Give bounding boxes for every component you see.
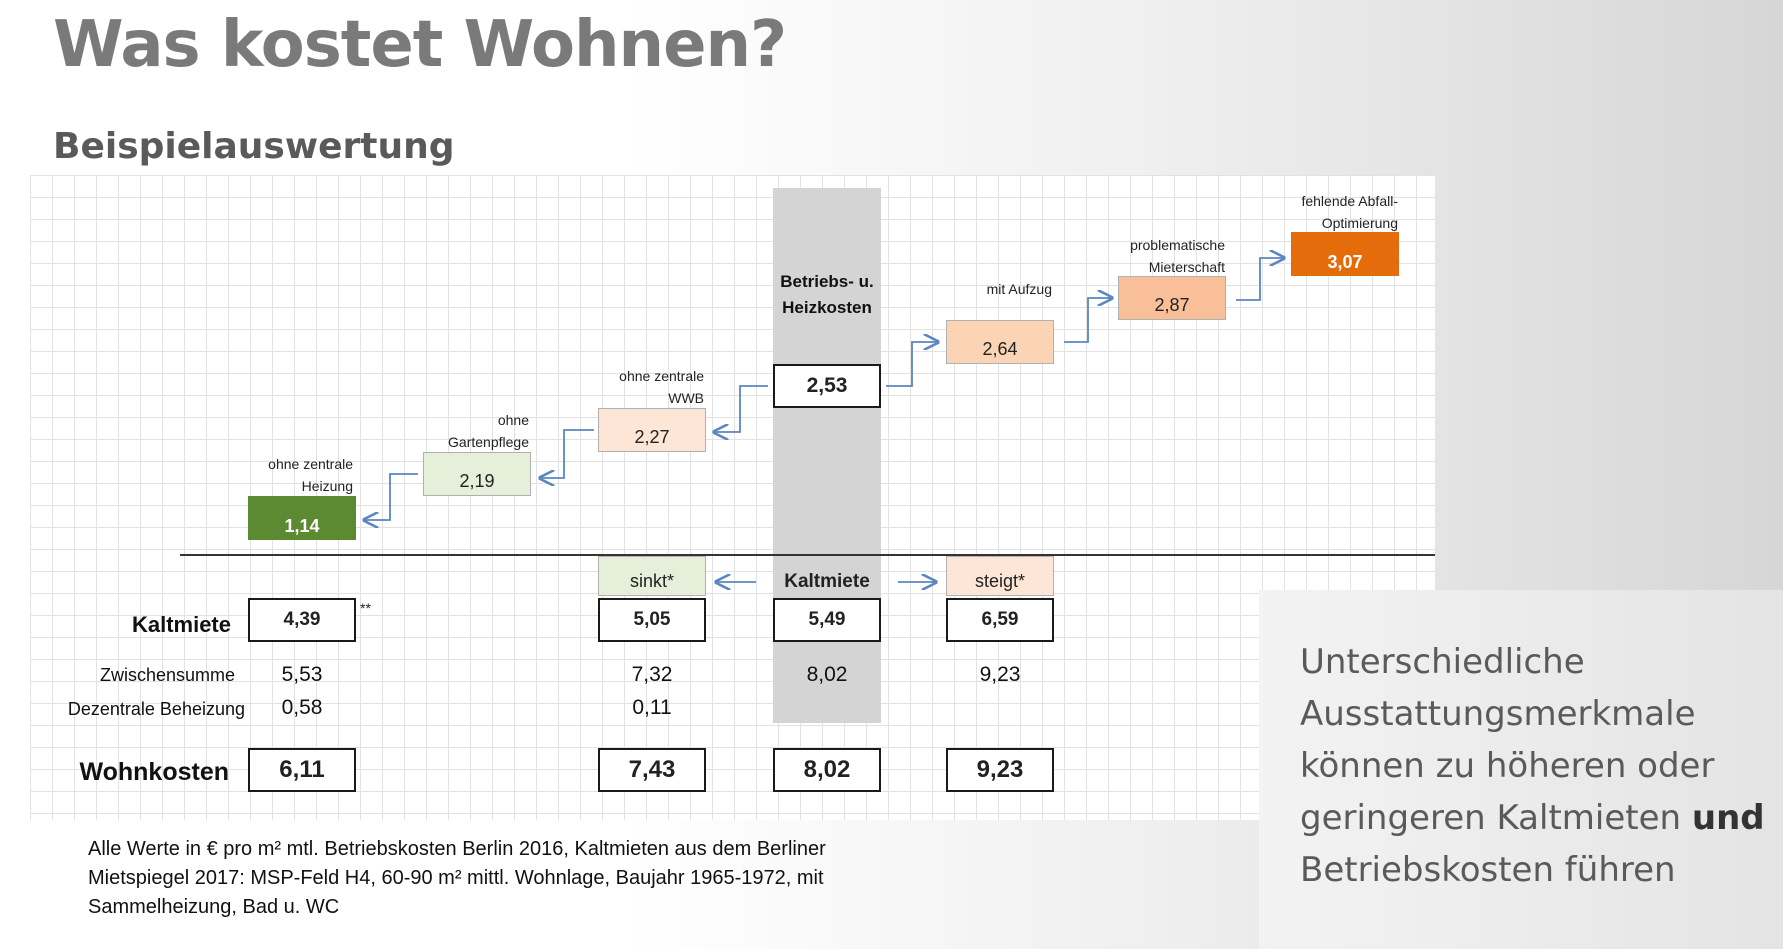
label-ohne-wwb-2: WWB [668, 390, 704, 406]
zwischensumme-c4: 9,23 [979, 663, 1021, 686]
wohnkosten-c3: 8,02 [773, 748, 881, 792]
label-mieterschaft-1: problematische [1130, 237, 1225, 253]
box-mieterschaft: 2,87 [1118, 276, 1226, 320]
label-ohne-heizung-1: ohne zentrale [268, 456, 353, 472]
callout-line-4: geringeren Kaltmieten und [1300, 792, 1765, 844]
dezentral-c2: 0,11 [632, 696, 672, 719]
arrow-aufzug-to-mieterschaft [1064, 298, 1112, 343]
label-abfall-2: Optimierung [1321, 215, 1398, 231]
label-mieterschaft-2: Mieterschaft [1148, 259, 1225, 275]
kaltmiete-note: ** [360, 600, 371, 616]
label-ohne-wwb-1: ohne zentrale [619, 368, 704, 384]
box-ohne-garten: 2,19 [423, 452, 531, 496]
callout-line-4b: und [1691, 798, 1765, 838]
label-ohne-garten-2: Gartenpflege [448, 434, 529, 450]
box-betriebskosten: 2,53 [773, 364, 881, 408]
label-betriebskosten-2: Heizkosten [782, 298, 872, 317]
separator-line [180, 554, 1435, 556]
page-subtitle: Beispielauswertung [53, 126, 455, 167]
arrow-garten-to-heizung [364, 473, 418, 520]
callout-line-5: Betriebskosten führen [1300, 850, 1676, 890]
dezentral-c1: 0,58 [281, 696, 323, 719]
label-ohne-garten-1: ohne [497, 412, 529, 428]
kaltmiete-c3: 5,49 [773, 598, 881, 642]
wohnkosten-c2: 7,43 [598, 748, 706, 792]
arrow-wwb-to-garten [540, 429, 594, 478]
callout-box: Unterschiedliche Ausstattungsmerkmale kö… [1259, 590, 1783, 949]
zwischensumme-c1: 5,53 [281, 663, 323, 686]
kaltmiete-c2: 5,05 [598, 598, 706, 642]
callout-line-1: Unterschiedliche [1300, 642, 1585, 682]
callout-line-4a: geringeren Kaltmieten [1300, 798, 1692, 838]
row-label-zwischensumme: Zwischensumme [99, 665, 235, 685]
box-ohne-wwb: 2,27 [598, 408, 706, 452]
box-mit-aufzug: 2,64 [946, 320, 1054, 364]
row-label-wohnkosten: Wohnkosten [79, 758, 229, 786]
callout-text: Unterschiedliche Ausstattungsmerkmale kö… [1300, 636, 1765, 896]
footnote-line-3: Sammelheizung, Bad u. WC [88, 896, 340, 918]
zwischensumme-c3: 8,02 [806, 663, 848, 686]
header-kaltmiete: Kaltmiete [784, 571, 870, 592]
label-abfall-1: fehlende Abfall- [1301, 193, 1398, 209]
arrow-center-to-aufzug [886, 342, 938, 387]
label-mit-aufzug: mit Aufzug [986, 281, 1052, 297]
row-label-kaltmiete: Kaltmiete [131, 612, 231, 637]
footnote-line-1: Alle Werte in € pro m² mtl. Betriebskost… [88, 838, 826, 860]
label-betriebskosten-1: Betriebs- u. [780, 272, 874, 291]
zwischensumme-c2: 7,32 [631, 663, 673, 686]
kaltmiete-c4: 6,59 [946, 598, 1054, 642]
label-ohne-heizung-2: Heizung [301, 478, 353, 494]
callout-line-3: können zu höheren oder [1300, 746, 1715, 786]
kaltmiete-c1: 4,39 [248, 598, 356, 642]
footnote: Alle Werte in € pro m² mtl. Betriebskost… [88, 835, 826, 922]
page-title: Was kostet Wohnen? [53, 8, 787, 82]
header-steigt: steigt* [946, 556, 1054, 596]
arrow-mieterschaft-to-abfall [1236, 258, 1284, 301]
row-label-dezentral: Dezentrale Beheizung [67, 699, 245, 719]
box-abfall: 3,07 [1291, 232, 1399, 276]
box-ohne-heizung: 1,14 [248, 496, 356, 540]
callout-line-2: Ausstattungsmerkmale [1300, 694, 1696, 734]
arrow-center-to-wwb [714, 385, 768, 432]
header-sinkt: sinkt* [598, 556, 706, 596]
footnote-line-2: Mietspiegel 2017: MSP-Feld H4, 60-90 m² … [88, 867, 824, 889]
wohnkosten-c4: 9,23 [946, 748, 1054, 792]
wohnkosten-c1: 6,11 [248, 748, 356, 792]
